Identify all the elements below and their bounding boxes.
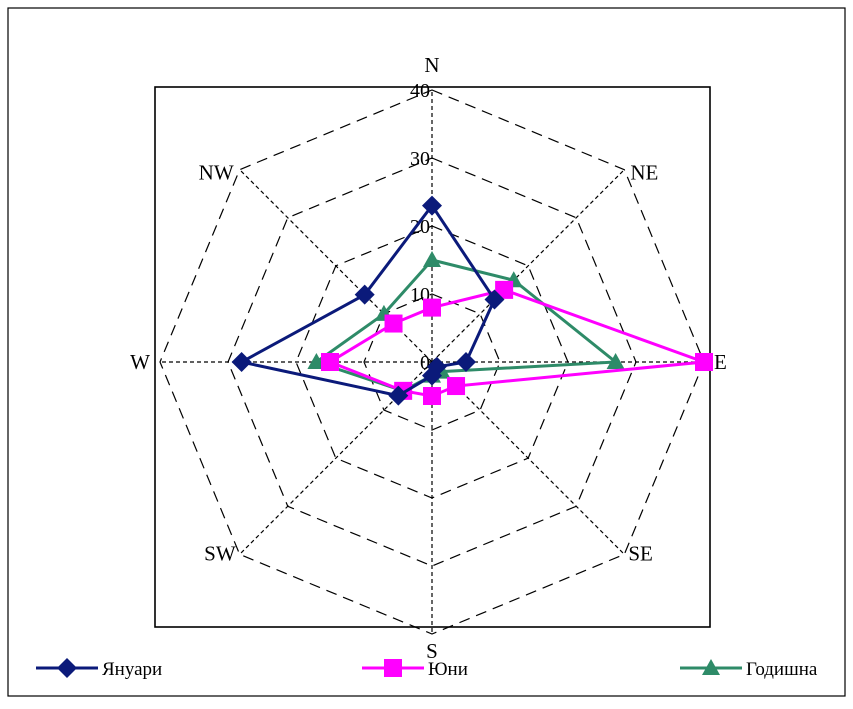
direction-label: NE <box>630 161 658 185</box>
data-point <box>456 352 476 372</box>
data-point <box>354 284 375 305</box>
legend-item: Юни <box>362 659 468 680</box>
direction-label: SW <box>204 541 236 565</box>
data-point <box>423 298 441 317</box>
data-point <box>606 353 625 369</box>
data-point <box>447 377 466 396</box>
legend-label: Януари <box>102 659 162 680</box>
data-point <box>321 353 339 371</box>
grid-ring <box>159 89 705 635</box>
data-point <box>702 659 720 675</box>
legend-label: Юни <box>428 659 468 680</box>
tick-label: 30 <box>410 148 430 170</box>
tick-label: 20 <box>410 216 430 238</box>
direction-labels: N NE E SE S SW W NW <box>130 53 727 663</box>
tick-label: 0 <box>420 352 430 374</box>
direction-label: SE <box>628 541 653 565</box>
data-point <box>484 289 505 310</box>
data-point <box>422 195 442 216</box>
data-point <box>423 387 441 405</box>
grid-ring <box>227 157 637 567</box>
outer-frame <box>7 7 846 697</box>
data-point <box>388 385 409 406</box>
data-point <box>422 365 442 386</box>
series-layer <box>231 195 713 406</box>
data-point <box>307 353 326 369</box>
grid-ring <box>363 293 501 431</box>
direction-label: W <box>130 350 150 374</box>
data-point <box>384 314 403 333</box>
direction-label: S <box>426 639 438 663</box>
data-point <box>495 280 514 299</box>
legend-label: Годишна <box>746 659 818 680</box>
grid-spoke <box>431 169 625 363</box>
legend-item: Януари <box>36 658 162 680</box>
series-1 <box>231 195 505 406</box>
data-point <box>384 659 402 677</box>
data-point <box>423 251 441 267</box>
direction-label: NW <box>199 161 234 185</box>
direction-label: N <box>424 53 439 77</box>
data-point <box>231 352 252 372</box>
data-point <box>57 658 77 678</box>
legend: Януари Юни Годишна <box>36 658 818 680</box>
tick-label: 40 <box>410 80 430 102</box>
direction-label: E <box>714 350 727 374</box>
legend-item: Годишна <box>680 659 818 680</box>
data-point <box>695 353 713 371</box>
